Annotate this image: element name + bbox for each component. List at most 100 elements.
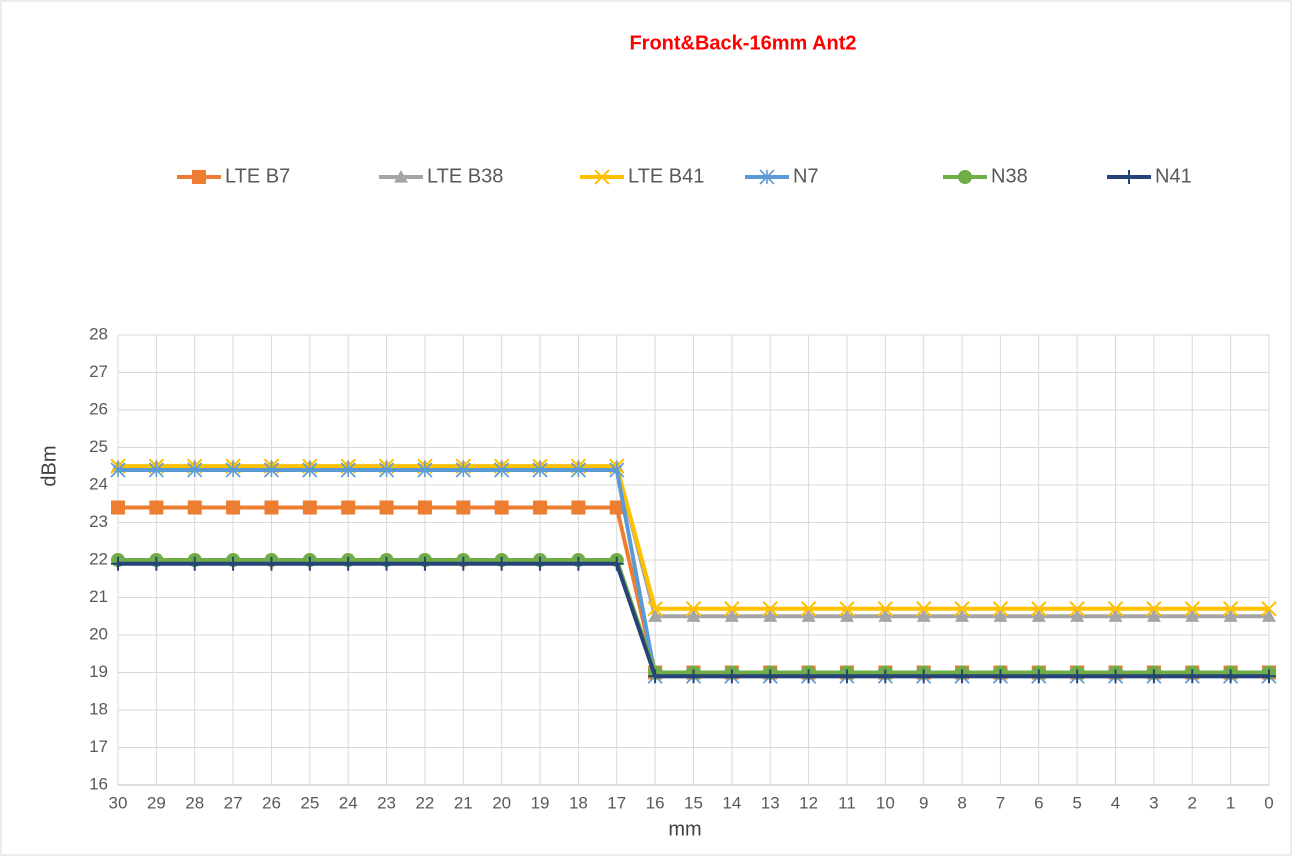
marker (456, 556, 471, 571)
marker (1262, 669, 1276, 684)
legend-label: LTE B7 (225, 165, 290, 187)
marker (647, 601, 663, 617)
marker (839, 609, 854, 622)
marker (1146, 609, 1161, 622)
legend-marker (394, 170, 408, 183)
x-axis-title: mm (668, 818, 701, 840)
x-tick-label: 14 (722, 793, 741, 812)
x-tick-label: 29 (147, 793, 166, 812)
y-axis-title: dBm (38, 445, 60, 486)
x-tick-label: 0 (1264, 793, 1273, 812)
marker (1261, 601, 1277, 617)
marker (340, 462, 356, 478)
marker (1185, 669, 1200, 684)
x-tick-label: 11 (838, 793, 856, 812)
marker (992, 601, 1009, 617)
marker (494, 556, 509, 571)
x-tick-label: 5 (1072, 793, 1081, 812)
marker (187, 462, 203, 478)
x-tick-label: 30 (109, 793, 128, 812)
y-tick-label: 27 (89, 362, 108, 381)
x-tick-label: 28 (185, 793, 204, 812)
marker (1070, 609, 1085, 622)
legend-label: LTE B41 (628, 165, 704, 187)
marker (571, 556, 586, 571)
legend-label: N41 (1155, 165, 1192, 187)
marker (417, 556, 432, 571)
legend-marker (1122, 170, 1136, 184)
y-tick-label: 24 (89, 474, 108, 493)
marker (533, 500, 548, 515)
legend-marker (594, 169, 610, 185)
marker (1184, 601, 1200, 617)
y-tick-label: 22 (89, 549, 108, 568)
marker (456, 500, 471, 515)
x-tick-label: 22 (415, 793, 434, 812)
marker (1108, 609, 1123, 622)
marker (839, 601, 855, 617)
marker (763, 609, 778, 622)
x-tick-label: 3 (1149, 793, 1158, 812)
legend-marker (958, 170, 972, 184)
x-tick-label: 16 (646, 793, 665, 812)
marker (1031, 609, 1046, 622)
x-tick-label: 18 (569, 793, 588, 812)
x-tick-label: 21 (454, 793, 473, 812)
marker (878, 609, 893, 622)
x-tick-label: 12 (799, 793, 818, 812)
marker (609, 556, 624, 571)
marker (686, 609, 701, 622)
x-tick-label: 26 (262, 793, 281, 812)
x-tick-label: 2 (1188, 793, 1197, 812)
legend-marker (759, 169, 775, 185)
y-tick-label: 25 (89, 437, 108, 456)
x-tick-label: 23 (377, 793, 396, 812)
x-tick-label: 25 (300, 793, 319, 812)
marker (800, 601, 817, 617)
marker (494, 500, 509, 515)
marker (225, 462, 241, 478)
marker (264, 556, 279, 571)
x-tick-label: 6 (1034, 793, 1043, 812)
x-tick-label: 24 (339, 793, 358, 812)
marker (1223, 669, 1238, 684)
marker (455, 462, 471, 478)
marker (801, 609, 816, 622)
marker (187, 556, 202, 571)
marker (1031, 601, 1047, 617)
marker (226, 500, 241, 515)
marker (1069, 601, 1085, 617)
marker (993, 669, 1008, 684)
marker (533, 556, 548, 571)
marker (609, 462, 625, 478)
marker (302, 556, 317, 571)
marker (1107, 601, 1124, 617)
marker (1031, 669, 1046, 684)
marker (648, 669, 663, 684)
marker (1222, 601, 1239, 617)
marker (341, 500, 356, 515)
marker (1070, 669, 1085, 684)
x-tick-label: 17 (607, 793, 626, 812)
marker (763, 669, 778, 684)
marker (993, 609, 1008, 622)
y-tick-label: 26 (89, 399, 108, 418)
y-tick-label: 19 (89, 662, 108, 681)
marker (571, 500, 586, 515)
marker (379, 556, 394, 571)
x-tick-label: 10 (876, 793, 895, 812)
y-tick-label: 16 (89, 774, 108, 793)
marker (724, 609, 739, 622)
marker (264, 500, 279, 515)
marker (839, 669, 854, 684)
marker (187, 500, 202, 515)
marker (111, 500, 125, 515)
series (111, 556, 1276, 684)
marker (686, 669, 701, 684)
marker (570, 462, 586, 478)
marker (648, 609, 663, 622)
marker (110, 462, 126, 478)
marker (877, 601, 894, 617)
marker (1146, 601, 1162, 617)
